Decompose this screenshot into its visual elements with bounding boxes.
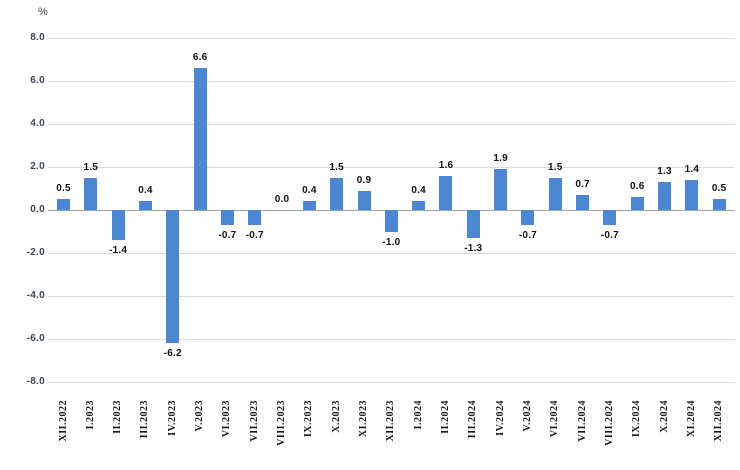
y-axis-tick-label: -8.0 [26,376,45,387]
x-axis-tick-label: III.2023 [139,400,151,439]
x-axis-tick-label: X.2024 [658,400,670,433]
bar-value-label: 1.4 [684,163,700,175]
bar-value-label: 0.4 [411,185,426,197]
x-axis-tick-label: XI.2024 [685,400,697,438]
bar-value-label: 1.5 [547,161,563,173]
x-axis-tick-label: VII.2023 [248,400,260,442]
bar [685,179,699,210]
x-axis-tick-label: II.2023 [112,400,124,434]
x-axis-tick-label: IV.2024 [494,400,506,436]
bar-value-label: -1.3 [464,242,483,254]
x-axis-tick-label: XII.2022 [57,400,69,442]
x-axis-tick-label: XII.2024 [713,400,725,442]
x-axis-tick-label: IX.2024 [631,400,643,438]
bar [658,182,672,210]
y-axis-tick-label: 4.0 [30,118,45,129]
gridline [48,339,735,340]
gridline [48,296,735,297]
bar-value-label: 0.5 [711,183,727,195]
bar [302,201,316,210]
x-axis-tick-label: I.2023 [84,400,96,430]
bar [630,197,644,210]
bar [412,201,426,210]
y-axis-tick-label: 6.0 [30,75,45,86]
bar-value-label: -0.7 [518,230,537,242]
bar [384,210,398,232]
bar [576,194,590,210]
bar [330,177,344,210]
x-axis-tick-label: IV.2023 [166,400,178,436]
bar [548,177,562,210]
bar [357,190,371,210]
bar-value-label: 1.3 [657,166,672,178]
y-axis-tick-label: 8.0 [30,32,45,43]
bar [248,210,262,226]
x-axis-tick-label: XII.2023 [385,400,397,442]
y-axis-tick-label: 2.0 [30,161,45,172]
y-axis-tick-label: 0.0 [30,204,45,215]
bar [521,210,535,226]
bar-value-label: 1.6 [438,159,454,171]
bar [439,175,453,210]
x-axis-tick-label: VII.2024 [576,400,588,442]
x-axis-tick-label: X.2023 [330,400,342,433]
y-axis-tick-label: -2.0 [26,247,45,258]
x-axis-tick-label: XI.2023 [358,400,370,438]
bar-value-label: 0.4 [302,185,317,197]
bar-value-label: -1.4 [109,245,128,257]
bar [712,199,726,210]
bar-value-label: -0.7 [245,230,264,242]
bar-value-label: 1.5 [329,161,344,173]
bar-value-label: -0.7 [600,230,619,242]
x-axis-tick-label: VIII.2023 [276,400,288,446]
bar-value-label: 1.9 [493,153,508,165]
x-axis-tick-label: VIII.2024 [603,400,615,446]
bar [166,210,180,344]
y-axis-unit-label: % [38,6,48,18]
bar [494,169,508,210]
bar [111,210,125,241]
bar-value-label: 0.0 [274,194,290,205]
bar-value-label: 0.5 [56,183,71,195]
bar [138,201,152,210]
x-axis-tick-label: V.2023 [194,400,206,432]
bar-value-label: 0.4 [138,185,153,197]
gridline [48,382,735,383]
bar-value-label: -1.0 [382,236,401,248]
gridline [48,124,735,125]
bar [84,177,98,210]
x-axis-tick-label: V.2024 [521,400,533,432]
gridline [48,253,735,254]
gridline [48,38,735,39]
x-axis-tick-label: IX.2023 [303,400,315,438]
x-axis-tick-label: II.2024 [439,400,451,434]
x-axis-tick-label: VI.2023 [221,400,233,438]
bar-value-label: 0.6 [629,181,645,193]
bar [57,199,70,210]
bar-value-label: -0.7 [218,230,237,242]
bar [466,210,480,238]
bar [603,210,617,226]
gridline [48,167,735,168]
x-axis-tick-label: III.2024 [467,400,479,439]
bar-value-label: 6.6 [192,52,208,64]
y-axis-tick-label: -4.0 [26,290,45,301]
bar-value-label: 1.5 [83,161,99,173]
bar-value-label: 0.9 [356,174,372,186]
x-axis-tick-label: I.2024 [412,400,424,430]
y-axis-tick-label: -6.0 [26,333,45,344]
gridline [48,81,735,82]
x-axis-tick-label: VI.2024 [549,400,561,438]
bar-value-label: -6.2 [163,348,182,360]
bar-value-label: 0.7 [575,178,590,190]
bar [193,68,207,210]
bar [220,210,234,226]
